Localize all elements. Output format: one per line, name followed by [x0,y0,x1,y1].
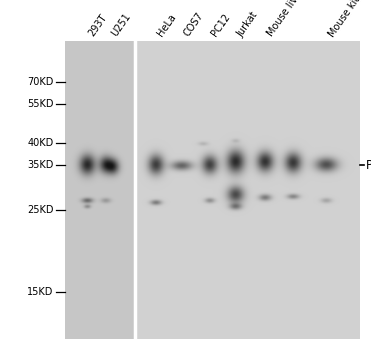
Text: 55KD: 55KD [27,99,54,110]
Text: PSMA4: PSMA4 [365,159,371,172]
Text: 25KD: 25KD [27,205,54,215]
Text: 70KD: 70KD [27,77,54,87]
Text: COS7: COS7 [182,11,205,38]
Text: 15KD: 15KD [27,287,54,297]
Text: 35KD: 35KD [27,160,54,170]
Text: PC12: PC12 [210,12,232,38]
Text: Mouse liver: Mouse liver [265,0,306,38]
Text: 293T: 293T [87,13,109,38]
Text: HeLa: HeLa [156,12,178,38]
Text: Mouse kidney: Mouse kidney [326,0,371,38]
Text: U251: U251 [109,12,132,38]
Text: 40KD: 40KD [27,138,54,148]
Text: Jurkat: Jurkat [236,9,260,38]
